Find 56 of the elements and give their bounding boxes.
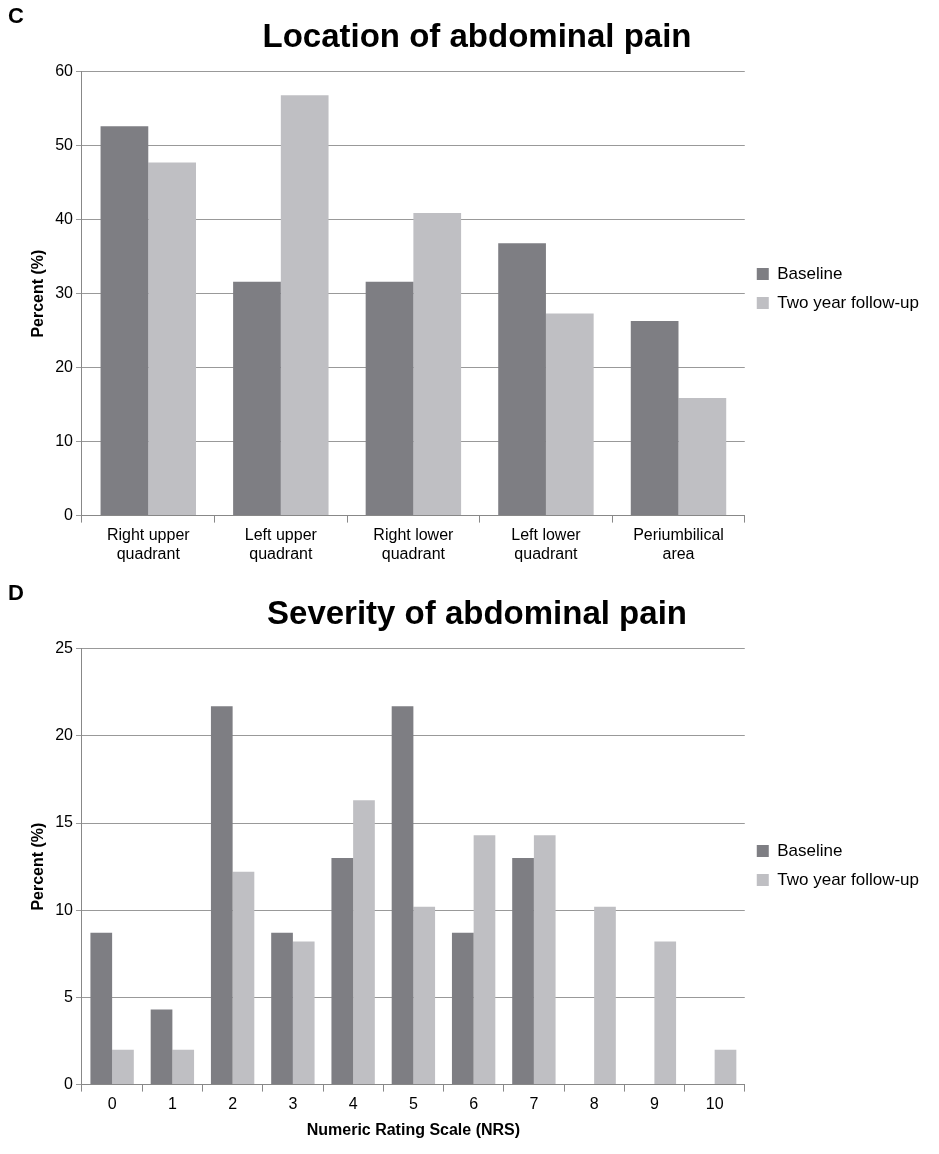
x-tick-label: 6 (469, 1094, 479, 1112)
x-tick-label: 0 (107, 1094, 117, 1112)
x-tick-label: 4 (348, 1094, 358, 1112)
y-tick-label: 20 (55, 726, 74, 744)
x-tick-label: Right upper quadrant (106, 525, 191, 562)
bar (413, 906, 436, 1085)
y-tick-label: 40 (55, 210, 74, 228)
y-tick-label: 50 (55, 136, 74, 154)
y-tick-label: 0 (64, 1075, 74, 1093)
text: C (8, 3, 24, 29)
y-axis-title: Percent (%) (29, 822, 47, 911)
y-tick-label: 60 (55, 62, 74, 80)
bar (232, 871, 255, 1085)
y-tick-label: 20 (55, 358, 74, 376)
bar (292, 941, 315, 1085)
x-tick-label: 9 (649, 1094, 659, 1112)
x-tick-label: 2 (228, 1094, 238, 1112)
x-tick-label: Left upper quadrant (244, 525, 318, 562)
bar (353, 800, 375, 1085)
x-tick-label: 1 (167, 1094, 177, 1112)
bar (714, 1049, 737, 1085)
legend-label: Two year follow-up (777, 292, 920, 312)
x-tick-label: 8 (589, 1094, 599, 1112)
bar (148, 162, 196, 516)
y-tick-label: 10 (55, 432, 74, 450)
x-tick-label: 5 (408, 1094, 418, 1112)
x-tick-label: 10 (705, 1094, 724, 1112)
bar (112, 1049, 134, 1085)
bar (678, 397, 727, 516)
y-tick-label: 15 (55, 813, 74, 831)
y-tick-label: 0 (64, 506, 74, 524)
bar (280, 95, 329, 516)
bar (594, 906, 616, 1085)
bar (533, 835, 556, 1085)
x-tick-label: 7 (529, 1094, 539, 1112)
y-tick-label: 30 (55, 284, 74, 302)
y-axis-title: Percent (%) (29, 249, 47, 338)
x-tick-label: 3 (288, 1094, 298, 1112)
y-tick-label: 5 (64, 987, 74, 1005)
legend-label: Baseline (777, 840, 843, 860)
bar (413, 212, 462, 516)
legend-label: Two year follow-up (777, 869, 920, 889)
y-tick-label: 25 (55, 639, 74, 657)
chart-title: Location of abdominal pain (262, 16, 692, 54)
bar (172, 1049, 195, 1085)
bar (473, 835, 496, 1085)
x-tick-label: Periumbilical area (633, 525, 724, 562)
chart-title: Severity of abdominal pain (267, 593, 687, 631)
y-tick-label: 10 (55, 900, 74, 918)
legend-label: Baseline (777, 263, 843, 283)
x-tick-label: Left lower quadrant (511, 525, 582, 562)
x-tick-label: Right lower quadrant (373, 525, 455, 562)
bar (545, 313, 594, 516)
text: D (8, 580, 24, 606)
x-axis-title: Numeric Rating Scale (NRS) (306, 1120, 521, 1138)
bar (654, 941, 677, 1085)
